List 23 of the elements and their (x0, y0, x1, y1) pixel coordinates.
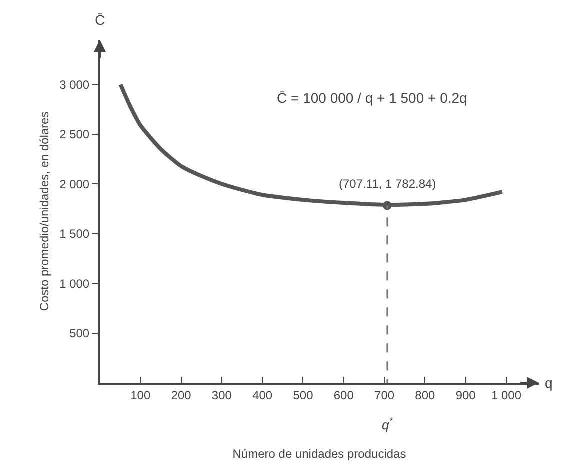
text: C̄ (95, 12, 106, 28)
x-tick-label: 1 000 (491, 388, 522, 402)
x-tick-label: 100 (130, 388, 151, 402)
y-tick-label: 2 500 (60, 128, 90, 142)
x-tick-label: 400 (252, 388, 273, 402)
x-tick-label: 700 (374, 388, 395, 402)
y-axis-title: Costo promedio/unidades, en dólares (37, 112, 52, 312)
text: q (545, 375, 553, 391)
y-tick-label: 3 000 (60, 78, 90, 92)
y-tick-label: 1 000 (60, 276, 90, 291)
x-tick-label: 500 (293, 388, 314, 402)
annotation: (707.11, 1 782.84) (339, 177, 436, 191)
x-tick-label: 300 (212, 388, 232, 402)
annotation: C̄ = 100 000 / q + 1 500 + 0.2q (277, 90, 468, 106)
ref-line-label: q$^{*}$ (382, 416, 394, 432)
x-axis-title: Número de unidades producidas (232, 446, 406, 461)
y-tick-label: 500 (70, 326, 90, 340)
y-tick-label: 2 000 (60, 177, 90, 192)
x-tick-label: 900 (456, 388, 476, 402)
x-tick-label: 600 (334, 388, 354, 402)
y-tick-label: 1 500 (60, 227, 90, 242)
x-tick-label: 200 (171, 388, 192, 402)
x-tick-label: 800 (415, 388, 436, 402)
